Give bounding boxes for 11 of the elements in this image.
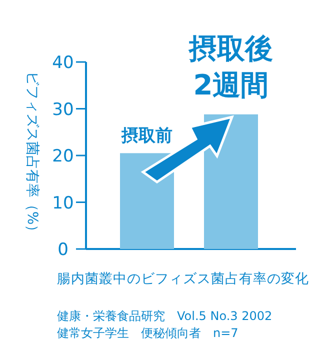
- x-tick-label: 摂取前: [120, 126, 172, 146]
- y-tick-label: 10: [52, 193, 74, 214]
- x-tick-label: 摂取後 2週間: [188, 32, 273, 102]
- text: 健康・栄養食品研究 Vol.5 No.3 2002: [57, 309, 272, 323]
- y-tick-label: 30: [52, 100, 74, 120]
- text: 腸内菌叢中のビフィズス菌占有率の変化: [57, 271, 309, 287]
- y-axis-title: ビフィズス菌占有率（%）: [24, 71, 40, 239]
- y-tick-label: 40: [52, 53, 74, 73]
- text: 健常女子学生 便秘傾向者 n=7: [57, 326, 238, 340]
- y-tick-label: 0: [58, 240, 68, 260]
- y-tick-label: 20: [52, 146, 74, 166]
